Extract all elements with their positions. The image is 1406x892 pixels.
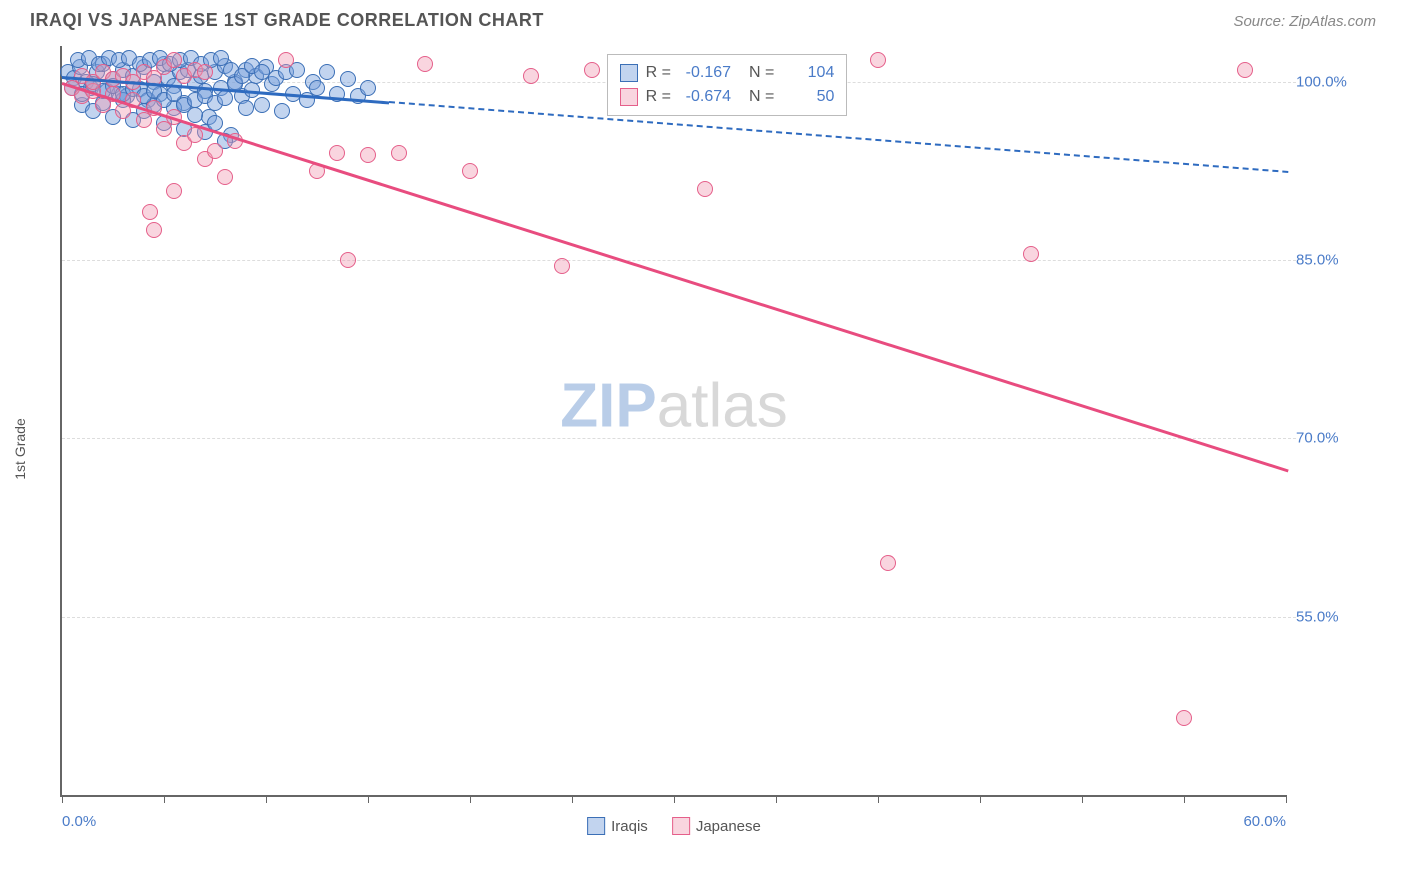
n-value: 104 — [782, 64, 834, 82]
data-point — [697, 181, 713, 197]
x-tick — [266, 795, 267, 803]
x-tick — [980, 795, 981, 803]
data-point — [187, 127, 203, 143]
legend-swatch — [620, 64, 638, 82]
legend-item: Japanese — [672, 817, 761, 835]
x-tick — [1286, 795, 1287, 803]
chart-title: IRAQI VS JAPANESE 1ST GRADE CORRELATION … — [30, 10, 544, 31]
y-tick-label: 70.0% — [1296, 430, 1366, 447]
x-tick — [1082, 795, 1083, 803]
data-point — [340, 71, 356, 87]
legend-swatch — [587, 817, 605, 835]
data-point — [391, 145, 407, 161]
gridline — [62, 260, 1296, 261]
r-value: -0.167 — [679, 64, 731, 82]
r-label: R = — [646, 88, 671, 106]
y-axis-label: 1st Grade — [12, 418, 28, 479]
data-point — [417, 56, 433, 72]
x-tick — [572, 795, 573, 803]
legend-item: Iraqis — [587, 817, 648, 835]
data-point — [146, 222, 162, 238]
data-point — [207, 143, 223, 159]
data-point — [217, 90, 233, 106]
x-tick — [674, 795, 675, 803]
x-tick — [368, 795, 369, 803]
data-point — [142, 204, 158, 220]
watermark-part1: ZIP — [560, 371, 656, 440]
n-label: N = — [749, 88, 774, 106]
n-label: N = — [749, 64, 774, 82]
watermark: ZIPatlas — [560, 370, 787, 441]
data-point — [217, 169, 233, 185]
data-point — [329, 145, 345, 161]
data-point — [584, 62, 600, 78]
data-point — [360, 147, 376, 163]
r-label: R = — [646, 64, 671, 82]
x-tick — [470, 795, 471, 803]
trend-line — [62, 82, 1289, 472]
x-tick-label: 0.0% — [62, 813, 96, 830]
legend-row: R = -0.674 N = 50 — [620, 85, 835, 109]
plot-area: ZIPatlas 55.0%70.0%85.0%100.0%0.0%60.0%R… — [60, 46, 1286, 797]
y-tick-label: 85.0% — [1296, 252, 1366, 269]
data-point — [880, 555, 896, 571]
data-point — [254, 64, 270, 80]
data-point — [254, 97, 270, 113]
legend-label: Iraqis — [611, 818, 648, 835]
x-tick — [164, 795, 165, 803]
data-point — [523, 68, 539, 84]
data-point — [197, 64, 213, 80]
data-point — [274, 103, 290, 119]
legend-label: Japanese — [696, 818, 761, 835]
data-point — [462, 163, 478, 179]
legend-swatch — [672, 817, 690, 835]
data-point — [1237, 62, 1253, 78]
chart-header: IRAQI VS JAPANESE 1ST GRADE CORRELATION … — [0, 0, 1406, 39]
data-point — [309, 80, 325, 96]
y-tick-label: 100.0% — [1296, 73, 1366, 90]
watermark-part2: atlas — [657, 371, 788, 440]
data-point — [166, 183, 182, 199]
legend-swatch — [620, 88, 638, 106]
x-tick — [878, 795, 879, 803]
data-point — [360, 80, 376, 96]
x-tick — [1184, 795, 1185, 803]
data-point — [166, 52, 182, 68]
data-point — [278, 52, 294, 68]
series-legend: Iraqis Japanese — [587, 817, 761, 835]
data-point — [870, 52, 886, 68]
n-value: 50 — [782, 88, 834, 106]
data-point — [1023, 246, 1039, 262]
x-tick-label: 60.0% — [1243, 813, 1286, 830]
gridline — [62, 617, 1296, 618]
legend-row: R = -0.167 N = 104 — [620, 61, 835, 85]
x-tick — [776, 795, 777, 803]
gridline — [62, 438, 1296, 439]
data-point — [1176, 710, 1192, 726]
chart-container: 1st Grade ZIPatlas 55.0%70.0%85.0%100.0%… — [30, 46, 1376, 852]
data-point — [238, 100, 254, 116]
r-value: -0.674 — [679, 88, 731, 106]
source-attribution: Source: ZipAtlas.com — [1233, 13, 1376, 30]
data-point — [554, 258, 570, 274]
data-point — [319, 64, 335, 80]
x-tick — [62, 795, 63, 803]
correlation-legend: R = -0.167 N = 104 R = -0.674 N = 50 — [607, 54, 848, 116]
y-tick-label: 55.0% — [1296, 608, 1366, 625]
data-point — [340, 252, 356, 268]
